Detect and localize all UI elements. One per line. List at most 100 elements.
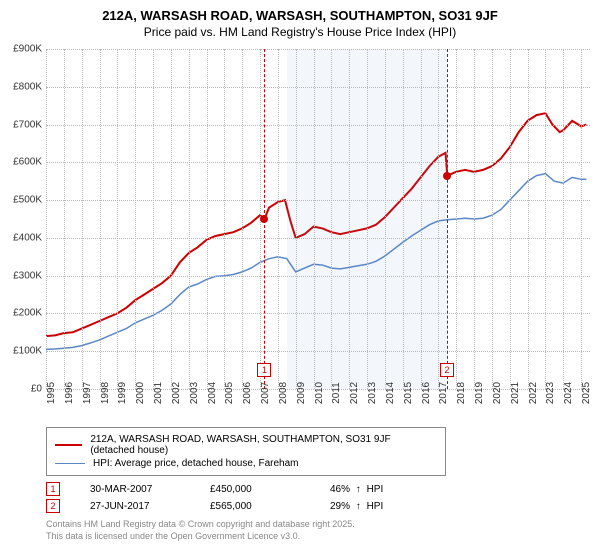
gridline-vertical: [224, 49, 225, 389]
gridline-horizontal: [46, 87, 590, 88]
x-tick-label: 1997: [82, 382, 93, 404]
gridline-vertical: [64, 49, 65, 389]
x-tick-label: 2009: [296, 382, 307, 404]
x-tick-label: 2020: [492, 382, 503, 404]
y-tick-label: £800K: [13, 81, 42, 92]
x-tick-label: 2011: [331, 382, 342, 404]
y-tick-label: £100K: [13, 346, 42, 357]
x-tick-label: 2018: [456, 382, 467, 404]
gridline-vertical: [510, 49, 511, 389]
y-tick-label: £700K: [13, 119, 42, 130]
event-pct: 46% ↑ HPI: [330, 484, 450, 495]
gridline-vertical: [189, 49, 190, 389]
gridline-horizontal: [46, 200, 590, 201]
gridline-vertical: [385, 49, 386, 389]
gridline-vertical: [367, 49, 368, 389]
x-tick-label: 2013: [367, 382, 378, 404]
chart-title: 212A, WARSASH ROAD, WARSASH, SOUTHAMPTON…: [10, 8, 590, 23]
gridline-horizontal: [46, 313, 590, 314]
x-tick-label: 2001: [153, 382, 164, 404]
event-line: [447, 49, 448, 389]
footer-line-2: This data is licensed under the Open Gov…: [46, 531, 590, 543]
x-tick-label: 2017: [438, 382, 449, 404]
legend-label: 212A, WARSASH ROAD, WARSASH, SOUTHAMPTON…: [90, 434, 437, 456]
x-tick-label: 1999: [117, 382, 128, 404]
x-tick-label: 1996: [64, 382, 75, 404]
gridline-horizontal: [46, 351, 590, 352]
gridline-horizontal: [46, 49, 590, 50]
event-box: 2: [440, 363, 454, 377]
y-tick-label: £600K: [13, 157, 42, 168]
x-tick-label: 2010: [314, 382, 325, 404]
arrow-up-icon: ↑: [356, 484, 361, 495]
gridline-vertical: [171, 49, 172, 389]
gridline-vertical: [135, 49, 136, 389]
x-tick-label: 2023: [545, 382, 556, 404]
chart-legend: 212A, WARSASH ROAD, WARSASH, SOUTHAMPTON…: [46, 427, 446, 476]
gridline-vertical: [46, 49, 47, 389]
gridline-vertical: [153, 49, 154, 389]
event-date: 30-MAR-2007: [90, 484, 210, 495]
gridline-horizontal: [46, 162, 590, 163]
event-price: £565,000: [210, 501, 330, 512]
legend-item: 212A, WARSASH ROAD, WARSASH, SOUTHAMPTON…: [55, 434, 437, 456]
gridline-vertical: [403, 49, 404, 389]
gridline-vertical: [278, 49, 279, 389]
x-tick-label: 2016: [421, 382, 432, 404]
y-tick-label: £300K: [13, 270, 42, 281]
x-axis-labels: 1995199619971998199920002001200220032004…: [46, 389, 590, 423]
y-tick-label: £0: [31, 384, 42, 395]
gridline-vertical: [528, 49, 529, 389]
gridline-vertical: [438, 49, 439, 389]
legend-item: HPI: Average price, detached house, Fare…: [55, 458, 437, 469]
x-tick-label: 1995: [46, 382, 57, 404]
gridline-horizontal: [46, 276, 590, 277]
chart-footer: Contains HM Land Registry data © Crown c…: [46, 519, 590, 542]
gridline-vertical: [331, 49, 332, 389]
x-tick-label: 2004: [207, 382, 218, 404]
x-tick-label: 2006: [242, 382, 253, 404]
x-tick-label: 2008: [278, 382, 289, 404]
gridline-vertical: [474, 49, 475, 389]
gridline-vertical: [492, 49, 493, 389]
event-price: £450,000: [210, 484, 330, 495]
x-tick-label: 2002: [171, 382, 182, 404]
gridline-vertical: [296, 49, 297, 389]
event-pct: 29% ↑ HPI: [330, 501, 450, 512]
gridline-vertical: [82, 49, 83, 389]
y-axis-labels: £0£100K£200K£300K£400K£500K£600K£700K£80…: [6, 49, 44, 389]
x-tick-label: 2014: [385, 382, 396, 404]
chart-container: 212A, WARSASH ROAD, WARSASH, SOUTHAMPTON…: [0, 0, 600, 560]
x-tick-label: 2015: [403, 382, 414, 404]
gridline-vertical: [545, 49, 546, 389]
gridline-vertical: [207, 49, 208, 389]
y-tick-label: £900K: [13, 44, 42, 55]
gridline-horizontal: [46, 238, 590, 239]
y-tick-label: £200K: [13, 308, 42, 319]
gridline-horizontal: [46, 125, 590, 126]
gridline-vertical: [314, 49, 315, 389]
event-date: 27-JUN-2017: [90, 501, 210, 512]
gridline-vertical: [242, 49, 243, 389]
gridline-vertical: [100, 49, 101, 389]
event-dot: [260, 215, 268, 223]
event-row: 130-MAR-2007£450,00046% ↑ HPI: [46, 482, 590, 496]
gridline-vertical: [349, 49, 350, 389]
x-tick-label: 2025: [581, 382, 592, 404]
gridline-vertical: [421, 49, 422, 389]
gridline-vertical: [563, 49, 564, 389]
x-tick-label: 2012: [349, 382, 360, 404]
x-tick-label: 2003: [189, 382, 200, 404]
x-tick-label: 2005: [224, 382, 235, 404]
chart-subtitle: Price paid vs. HM Land Registry's House …: [10, 25, 590, 39]
legend-swatch: [55, 444, 82, 446]
x-tick-label: 1998: [100, 382, 111, 404]
y-tick-label: £500K: [13, 195, 42, 206]
event-row: 227-JUN-2017£565,00029% ↑ HPI: [46, 499, 590, 513]
x-tick-label: 2019: [474, 382, 485, 404]
chart-wrap: £0£100K£200K£300K£400K£500K£600K£700K£80…: [46, 49, 580, 389]
gridline-vertical: [581, 49, 582, 389]
gridline-vertical: [456, 49, 457, 389]
legend-label: HPI: Average price, detached house, Fare…: [93, 458, 299, 469]
footer-line-1: Contains HM Land Registry data © Crown c…: [46, 519, 590, 531]
